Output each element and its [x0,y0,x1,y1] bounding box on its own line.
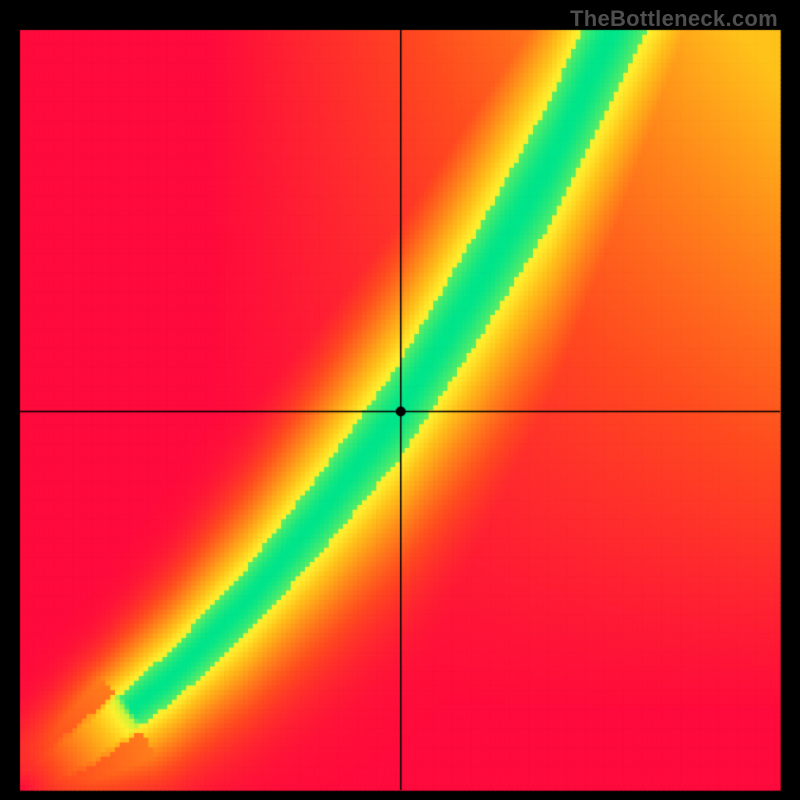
chart-container: TheBottleneck.com [0,0,800,800]
watermark-text: TheBottleneck.com [570,6,778,32]
heatmap-canvas [0,0,800,800]
